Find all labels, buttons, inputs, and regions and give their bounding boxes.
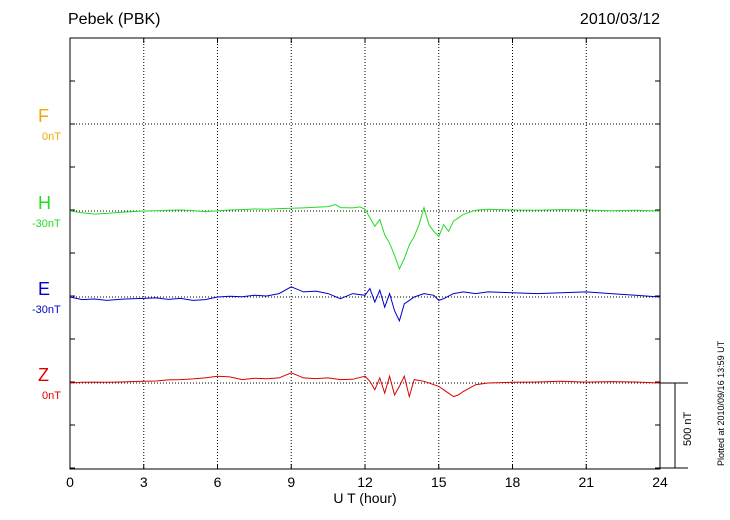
channel-label-z: Z xyxy=(38,365,49,385)
x-tick-label: 12 xyxy=(357,474,373,490)
x-tick-label: 15 xyxy=(431,474,447,490)
x-tick-label: 18 xyxy=(505,474,521,490)
x-axis-label: U T (hour) xyxy=(333,490,397,506)
channel-label-e: E xyxy=(38,279,51,299)
channel-label-h: H xyxy=(38,193,51,213)
x-tick-label: 6 xyxy=(214,474,222,490)
series-line-z xyxy=(69,372,661,399)
x-tick-marks xyxy=(69,38,661,469)
scale-bar xyxy=(660,382,688,469)
plotted-timestamp: Plotted at 2010/09/16 13:59 UT xyxy=(716,340,726,466)
channel-offset-e: -30nT xyxy=(32,304,61,316)
series-lines xyxy=(69,203,661,399)
x-tick-label: 3 xyxy=(140,474,148,490)
chart-grid xyxy=(70,38,660,469)
x-tick-label: 24 xyxy=(652,474,668,490)
station-title: Pebek (PBK) xyxy=(68,11,161,28)
channel-label-f: F xyxy=(38,106,49,126)
x-tick-label: 21 xyxy=(578,474,594,490)
x-tick-label: 0 xyxy=(66,474,74,490)
channel-offset-z: 0nT xyxy=(42,390,61,402)
x-tick-label: 9 xyxy=(287,474,295,490)
date-title: 2010/03/12 xyxy=(579,11,660,28)
x-tick-labels: 0 3 6 9 12 15 18 21 24 xyxy=(66,474,668,490)
series-line-e xyxy=(69,286,661,323)
channel-offset-h: -30nT xyxy=(32,218,61,230)
series-line-h xyxy=(69,203,661,271)
scale-bar-label: 500 nT xyxy=(682,411,694,446)
channel-offset-f: 0nT xyxy=(42,131,61,143)
